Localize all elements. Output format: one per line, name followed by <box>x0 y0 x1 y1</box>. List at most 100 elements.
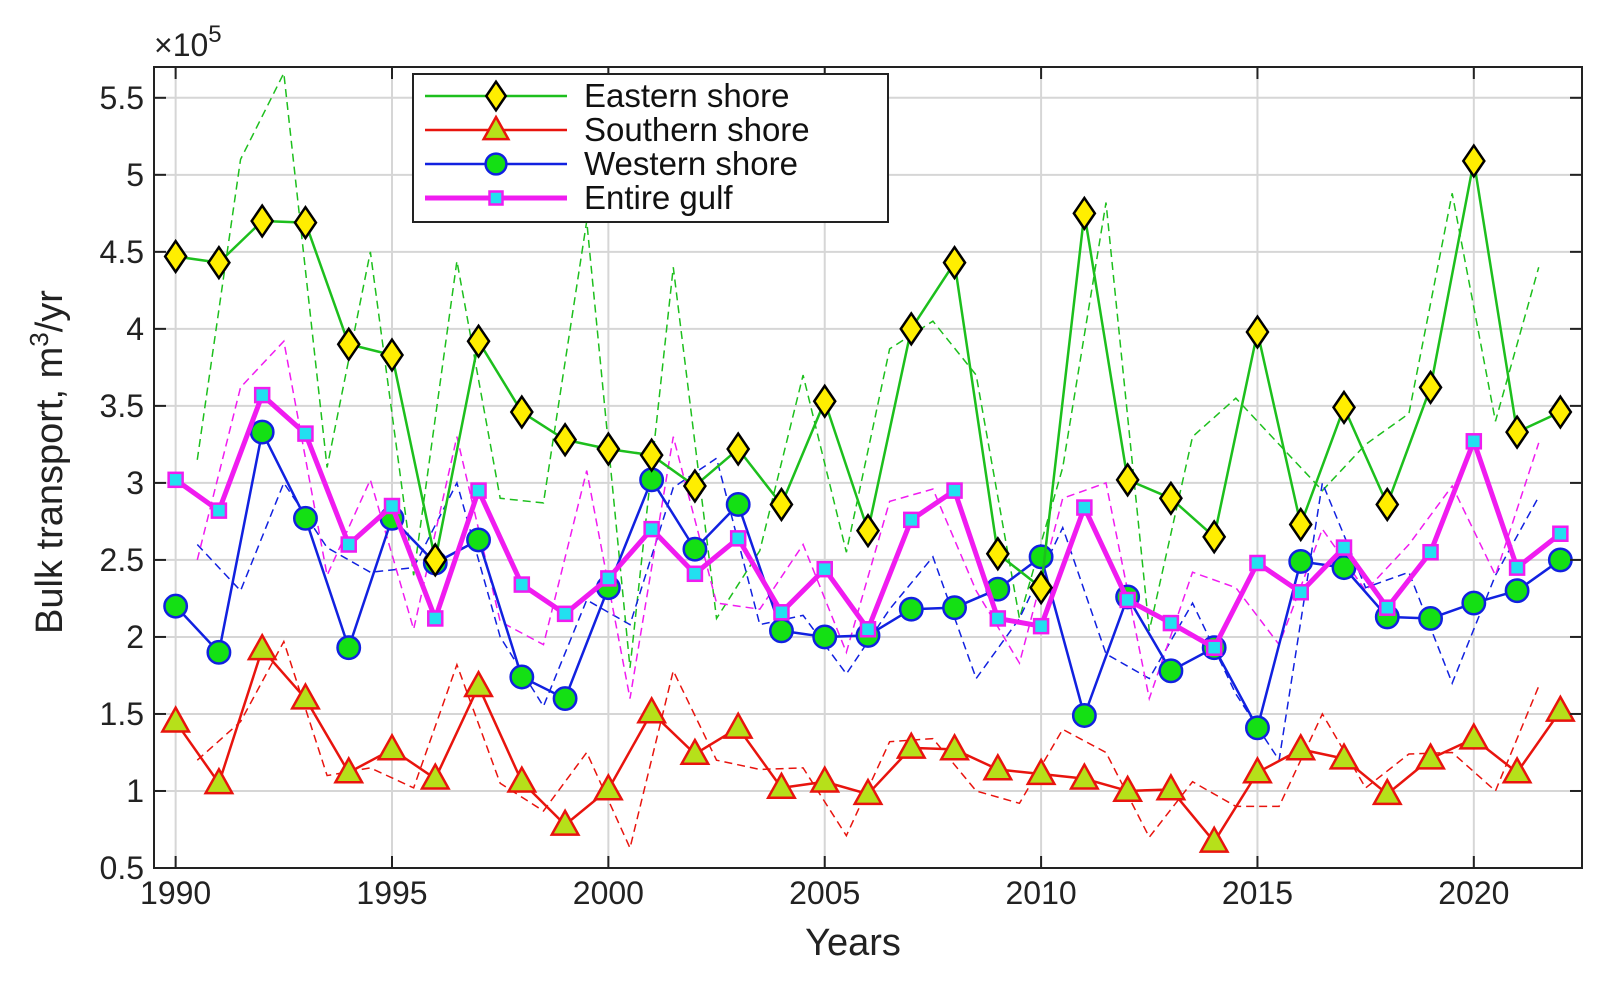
y-tick-label: 5.5 <box>100 80 144 116</box>
legend-item-4: Entire gulf <box>425 179 733 216</box>
legend-marker <box>488 190 504 206</box>
x-axis-label: Years <box>805 922 901 964</box>
data-point <box>1418 606 1443 631</box>
data-point <box>726 431 751 467</box>
data-point <box>859 620 877 638</box>
data-point <box>725 492 751 517</box>
data-point <box>206 245 231 281</box>
data-point <box>1328 742 1360 770</box>
data-point <box>1198 825 1230 853</box>
x-tick-label: 2005 <box>789 875 860 911</box>
data-point <box>1415 742 1446 770</box>
y-tick-label: 1.5 <box>100 696 144 732</box>
data-point <box>290 681 321 710</box>
data-point <box>1028 544 1054 570</box>
data-point <box>942 245 967 281</box>
y-axis-label-main: Bulk transport, m <box>29 347 71 634</box>
data-point <box>1331 389 1357 426</box>
data-point <box>1242 755 1273 784</box>
data-point <box>1335 539 1353 556</box>
data-point <box>1245 314 1270 350</box>
y-tick-label: 4 <box>126 311 144 347</box>
data-point <box>1112 774 1144 803</box>
legend-item-3: Western shore <box>425 145 798 182</box>
data-point <box>1119 591 1136 609</box>
data-point <box>682 468 707 504</box>
data-point <box>1544 694 1576 722</box>
data-point <box>509 394 534 430</box>
data-point <box>379 337 405 373</box>
data-point <box>1288 549 1314 574</box>
data-point <box>210 502 228 519</box>
data-point <box>1292 584 1309 601</box>
y-tick-label: 1 <box>126 773 144 809</box>
data-point <box>1202 519 1227 555</box>
data-point <box>769 486 794 523</box>
data-point <box>1158 658 1184 684</box>
data-point <box>336 326 361 362</box>
data-point <box>809 765 841 793</box>
legend-marker <box>484 152 508 176</box>
y-axis-exponent: ×105 <box>154 21 222 63</box>
data-point <box>250 203 275 239</box>
legend-item-1: Eastern shore <box>425 77 789 114</box>
data-point <box>1552 525 1569 542</box>
data-point <box>506 765 538 793</box>
legend-marker <box>484 79 508 113</box>
data-point <box>293 204 318 241</box>
data-point <box>466 323 491 359</box>
data-point <box>769 618 794 644</box>
data-point <box>1461 590 1487 616</box>
data-point <box>816 560 833 578</box>
data-point <box>1025 757 1057 786</box>
x-tick-label: 2020 <box>1438 875 1509 911</box>
data-point <box>903 511 920 529</box>
data-point <box>383 497 401 515</box>
exponent-prefix: ×10 <box>154 27 208 63</box>
data-point <box>470 482 487 499</box>
data-point <box>553 422 578 458</box>
y-axis-label-tail: /yr <box>29 290 71 333</box>
y-axis-label: Bulk transport, m3/yr <box>24 290 71 634</box>
data-point <box>729 530 747 547</box>
dashed-series-line-4 <box>196 339 1540 702</box>
data-point <box>463 669 494 698</box>
y-tick-label: 3 <box>126 465 144 501</box>
data-point <box>1249 554 1266 572</box>
data-point <box>427 610 444 627</box>
y-tick-label: 2 <box>126 619 144 655</box>
data-point <box>643 520 660 538</box>
data-point <box>549 808 581 836</box>
data-point <box>1458 722 1490 750</box>
data-point <box>596 431 621 467</box>
data-point <box>556 605 574 623</box>
data-point <box>592 772 624 801</box>
data-point <box>1288 506 1313 543</box>
data-point <box>1245 715 1270 741</box>
data-point <box>513 576 531 593</box>
series-line <box>174 648 1562 844</box>
data-point <box>1501 755 1533 784</box>
data-point <box>293 505 318 531</box>
y-tick-label: 5 <box>126 157 144 193</box>
data-point <box>1071 703 1097 728</box>
data-point <box>899 311 924 347</box>
x-tick-label: 2010 <box>1005 875 1076 911</box>
data-point <box>1371 777 1403 806</box>
data-point <box>297 425 314 442</box>
data-point <box>989 610 1007 627</box>
data-point <box>1032 617 1050 635</box>
data-point <box>1205 639 1223 656</box>
x-tick-label: 1995 <box>356 875 427 911</box>
data-point <box>1029 570 1054 606</box>
data-point <box>167 471 184 489</box>
data-point <box>1508 559 1526 576</box>
tick-labels: 1990 1995 2000 2005 2010 2015 2020 0.5 1 1.5 2 2.5 3… <box>100 80 1510 911</box>
series-entire-gulf <box>167 386 1569 656</box>
data-point <box>1375 486 1400 523</box>
data-point <box>895 731 927 759</box>
legend-label: Eastern shore <box>584 77 789 114</box>
data-point <box>600 570 617 587</box>
